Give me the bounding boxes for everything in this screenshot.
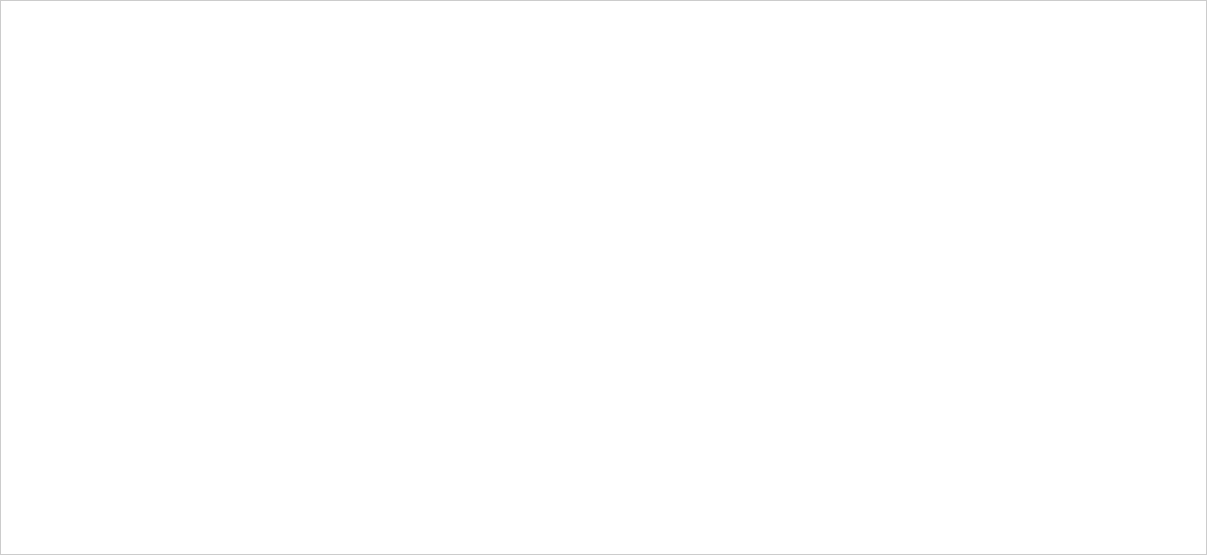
- chart-root[interactable]: [0, 0, 1207, 555]
